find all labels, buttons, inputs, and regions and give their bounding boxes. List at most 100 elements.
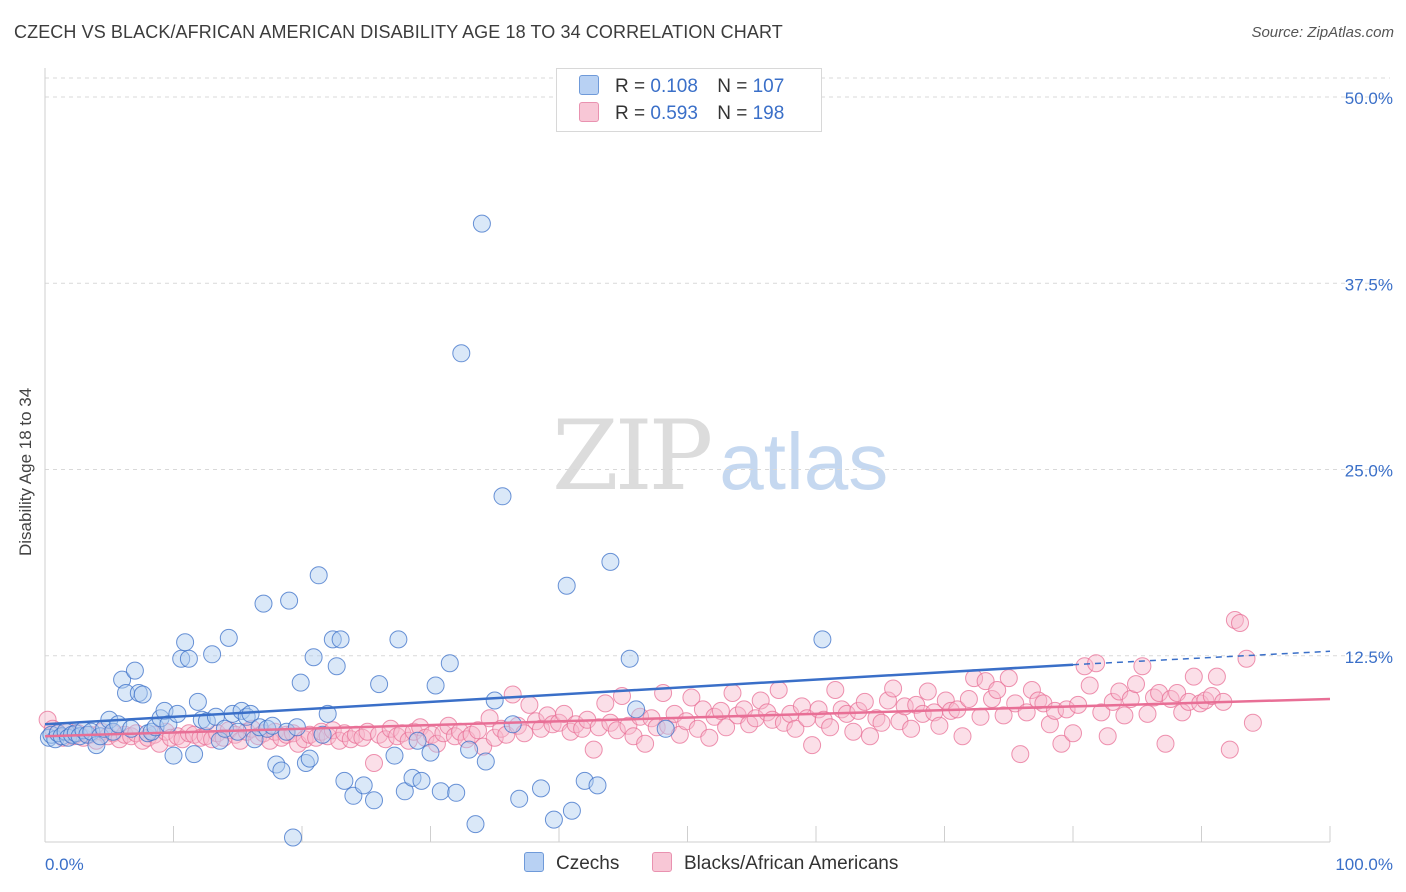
- czech-point: [168, 704, 187, 723]
- czech-point: [472, 214, 491, 233]
- black-point: [1243, 713, 1262, 732]
- black-point: [930, 716, 949, 735]
- czech-point: [125, 661, 144, 680]
- czech-point: [304, 648, 323, 667]
- black-point: [861, 727, 879, 746]
- czech-point: [452, 344, 471, 363]
- black-point: [520, 695, 539, 714]
- series-legend: Czechs Blacks/African Americans: [0, 852, 1406, 878]
- czech-point: [365, 791, 383, 810]
- black-point: [1237, 649, 1256, 668]
- black-point: [607, 721, 626, 740]
- black-point: [1202, 687, 1221, 705]
- pink-swatch: [652, 852, 672, 872]
- czech-point: [300, 749, 319, 768]
- black-point: [918, 682, 937, 701]
- czech-point: [267, 755, 286, 774]
- czech-point: [440, 654, 459, 673]
- czech-point: [331, 630, 350, 649]
- pink-series-points: [38, 611, 1262, 772]
- trend-lines: [44, 650, 1331, 738]
- black-point: [503, 685, 522, 704]
- black-point: [786, 719, 805, 738]
- black-point: [1225, 611, 1244, 629]
- watermark-atlas: atlas: [719, 417, 889, 506]
- chart-title: CZECH VS BLACK/AFRICAN AMERICAN DISABILI…: [14, 22, 783, 42]
- black-point: [826, 681, 845, 699]
- legend-blacks-label: Blacks/African Americans: [684, 853, 899, 874]
- czech-point: [284, 828, 302, 847]
- black-point: [1057, 700, 1076, 719]
- legend-r-label: R =: [615, 103, 646, 124]
- stats-legend: R = 0.108 N = 107 R = 0.593 N = 198: [556, 68, 822, 132]
- pink-swatch: [579, 102, 599, 122]
- black-point: [381, 719, 400, 738]
- black-point: [1156, 734, 1175, 753]
- black-point: [953, 727, 972, 746]
- black-point: [1184, 667, 1203, 686]
- czech-point: [323, 630, 342, 649]
- black-point: [589, 718, 608, 737]
- black-point: [1052, 734, 1071, 753]
- grid-lines: [45, 77, 1390, 657]
- black-point: [999, 669, 1018, 688]
- czech-point: [476, 752, 495, 771]
- black-point: [1220, 740, 1239, 759]
- x-tick-label: 0.0%: [45, 855, 84, 874]
- black-point: [751, 691, 770, 710]
- black-point: [884, 679, 903, 698]
- black-point: [769, 681, 788, 699]
- czech-point: [460, 740, 479, 759]
- czech-point: [627, 700, 646, 719]
- legend-r-value: 0.593: [650, 103, 698, 124]
- czech-point: [327, 657, 346, 676]
- black-point: [584, 740, 603, 759]
- black-point: [803, 736, 822, 755]
- black-point: [1150, 684, 1169, 702]
- czech-point: [280, 591, 299, 610]
- czech-point: [601, 552, 620, 571]
- legend-item-czechs: Czechs: [524, 852, 619, 875]
- czech-point: [412, 771, 431, 790]
- czech-point: [503, 715, 522, 734]
- watermark-zip: ZIP: [552, 400, 713, 512]
- y-axis-label: Disability Age 18 to 34: [16, 387, 35, 556]
- tick-labels: 12.5% 25.0% 37.5% 50.0% 0.0% 100.0%: [45, 89, 1393, 874]
- czech-point: [203, 645, 222, 664]
- black-point: [636, 734, 655, 753]
- legend-row-blacks: R = 0.593 N = 198: [579, 102, 784, 126]
- black-point: [1022, 681, 1041, 699]
- czech-point: [656, 719, 675, 738]
- legend-r-label: R =: [615, 76, 646, 97]
- czech-point: [272, 761, 291, 780]
- black-point: [844, 722, 863, 741]
- black-point: [717, 718, 736, 737]
- czech-point: [421, 743, 440, 762]
- black-point: [1098, 727, 1117, 746]
- black-point: [1207, 667, 1226, 686]
- czech-point: [510, 789, 529, 808]
- black-point: [596, 694, 615, 713]
- czech-point: [485, 691, 504, 710]
- black-point: [1064, 724, 1082, 743]
- czech-point: [370, 675, 389, 694]
- legend-n-label: N =: [717, 103, 748, 124]
- black-point: [365, 754, 383, 772]
- czech-point: [318, 704, 337, 723]
- black-point: [821, 718, 840, 737]
- black-point: [902, 719, 921, 738]
- czech-point: [354, 776, 373, 795]
- legend-row-czechs: R = 0.108 N = 107: [579, 75, 784, 99]
- czech-point: [176, 633, 195, 652]
- black-point: [971, 707, 990, 726]
- blue-swatch: [524, 852, 544, 872]
- czech-point: [287, 718, 306, 737]
- black-point: [723, 684, 742, 702]
- black-point: [1133, 657, 1152, 676]
- black-point: [543, 715, 562, 734]
- black-point: [849, 701, 868, 720]
- black-point: [711, 701, 730, 720]
- czech-point: [813, 630, 832, 649]
- czech-point: [188, 692, 207, 711]
- czech-point: [335, 771, 354, 790]
